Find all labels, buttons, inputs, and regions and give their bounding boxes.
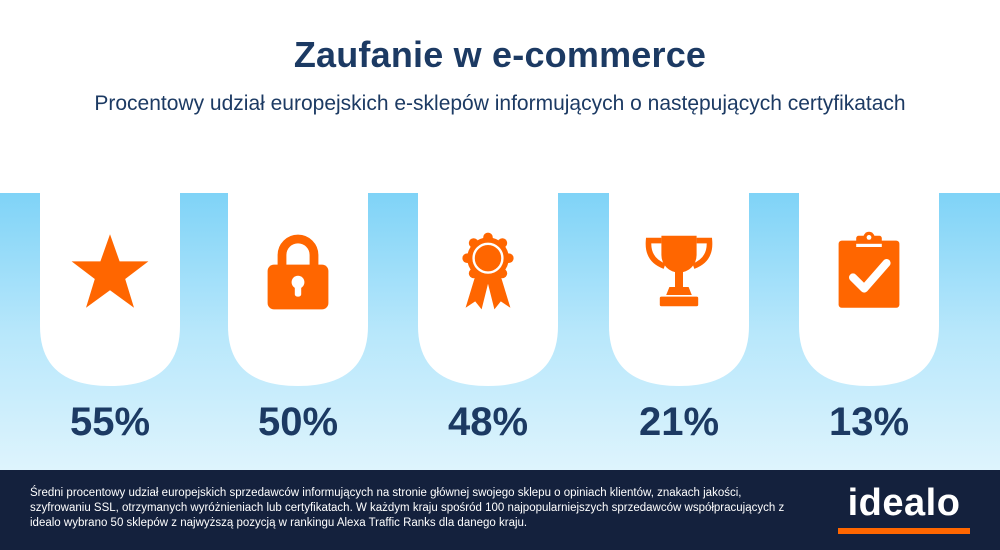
value-certificates: 13% — [828, 400, 910, 444]
page-subtitle: Procentowy udział europejskich e-sklepów… — [94, 92, 906, 115]
certificate-card-prizes — [609, 176, 749, 386]
footnote: Średni procentowy udział europejskich sp… — [30, 487, 785, 529]
value-reviews: 55% — [69, 400, 151, 444]
footer-bar: Średni procentowy udział europejskich sp… — [0, 470, 1000, 550]
padlock-icon — [267, 234, 329, 310]
value-ssl: 50% — [257, 400, 339, 444]
clipboard-check-icon — [838, 231, 900, 308]
certificate-card-awards — [418, 176, 558, 386]
certificate-card-reviews — [40, 176, 180, 386]
trophy-icon — [645, 235, 713, 307]
page-title: Zaufanie w e-commerce — [293, 34, 707, 75]
logo-underline — [838, 528, 970, 534]
certificate-card-ssl — [228, 176, 368, 386]
star-icon — [71, 234, 149, 308]
idealo-logo: idealo — [836, 482, 972, 538]
value-awards: 48% — [447, 400, 529, 444]
certificate-card-certificates — [799, 176, 939, 386]
logo-text: idealo — [847, 482, 961, 524]
value-prizes: 21% — [638, 400, 720, 444]
award-rosette-icon — [462, 232, 514, 310]
